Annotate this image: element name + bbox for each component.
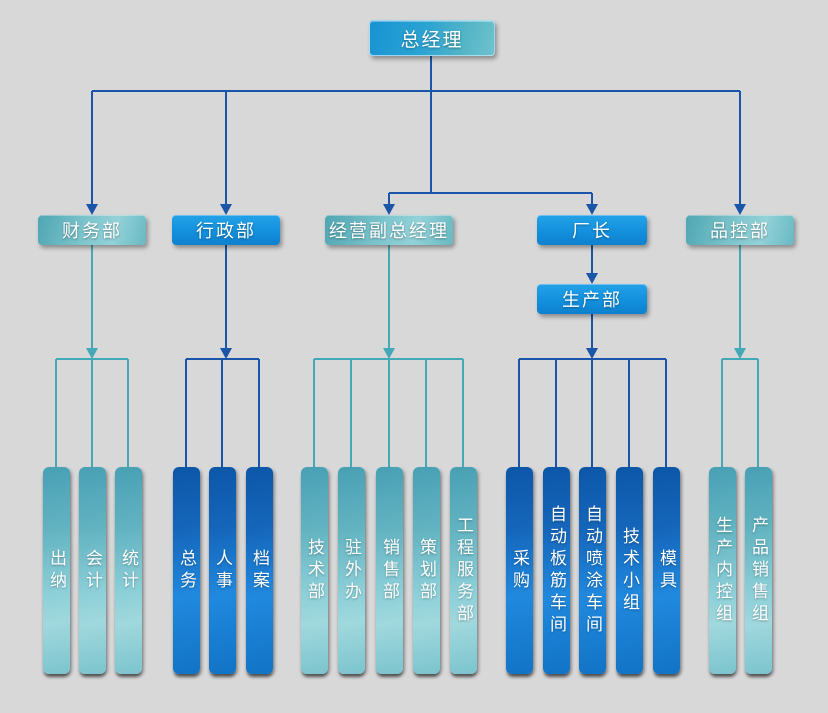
leaf-node-statistics: 统计: [115, 467, 142, 674]
leaf-node-general-affairs: 总务: [173, 467, 200, 674]
leaf-node-engineering-service-dept: 工程服务部: [450, 467, 477, 674]
leaf-node-purchasing: 采购: [506, 467, 533, 674]
arrow-production-fan: [586, 348, 598, 359]
arrow-quality-fan: [734, 348, 746, 359]
node-general-manager: 总经理: [369, 20, 495, 56]
leaf-label: 技术小组: [620, 526, 639, 615]
node-quality-control-dept: 品控部: [686, 215, 794, 245]
leaf-label: 人事: [213, 548, 232, 593]
arrow-admin: [220, 204, 232, 215]
leaf-label: 产品销售组: [749, 515, 768, 626]
arrow-deputy-gm-fan: [383, 348, 395, 359]
leaf-node-archives: 档案: [246, 467, 273, 674]
leaf-label: 驻外办: [342, 537, 361, 604]
leaf-node-molds: 模具: [653, 467, 680, 674]
teal-connectors: [55, 245, 759, 468]
node-deputy-gm-operations: 经营副总经理: [325, 215, 453, 245]
arrow-deputy-gm: [383, 204, 395, 215]
leaf-node-auto-spray-workshop: 自动喷涂车间: [579, 467, 606, 674]
leaf-node-planning-dept: 策划部: [413, 467, 440, 674]
leaf-node-sales-dept: 销售部: [376, 467, 403, 674]
leaf-node-product-sales-team: 产品销售组: [745, 467, 772, 674]
leaf-label: 模具: [657, 548, 676, 593]
leaf-label: 统计: [119, 548, 138, 593]
node-production-dept: 生产部: [537, 284, 647, 314]
leaf-node-field-office: 驻外办: [338, 467, 365, 674]
leaf-label: 技术部: [305, 537, 324, 604]
leaf-label: 会计: [83, 548, 102, 593]
leaf-node-cashier: 出纳: [43, 467, 70, 674]
leaf-label: 工程服务部: [454, 515, 473, 626]
leaf-node-auto-rebar-workshop: 自动板筋车间: [543, 467, 570, 674]
node-admin-dept: 行政部: [172, 215, 280, 245]
leaf-label: 策划部: [417, 537, 436, 604]
leaf-node-hr: 人事: [209, 467, 236, 674]
leaf-label: 采购: [510, 548, 529, 593]
leaf-label: 总务: [177, 548, 196, 593]
node-finance-dept: 财务部: [38, 215, 146, 245]
arrow-finance-fan: [86, 348, 98, 359]
arrow-production-dept: [586, 273, 598, 284]
node-factory-director: 厂长: [537, 215, 647, 245]
arrow-quality: [734, 204, 746, 215]
arrow-finance: [86, 204, 98, 215]
leaf-label: 自动板筋车间: [547, 504, 566, 637]
leaf-node-tech-dept: 技术部: [301, 467, 328, 674]
arrow-factory-director: [586, 204, 598, 215]
blue-connectors: [86, 55, 746, 468]
leaf-node-production-internal-control-team: 生产内控组: [709, 467, 736, 674]
leaf-label: 出纳: [47, 548, 66, 593]
arrow-admin-fan: [220, 348, 232, 359]
leaf-label: 档案: [250, 548, 269, 593]
leaf-node-tech-team: 技术小组: [616, 467, 643, 674]
leaf-label: 销售部: [380, 537, 399, 604]
leaf-label: 生产内控组: [713, 515, 732, 626]
leaf-node-accounting: 会计: [79, 467, 106, 674]
leaf-label: 自动喷涂车间: [583, 504, 602, 637]
